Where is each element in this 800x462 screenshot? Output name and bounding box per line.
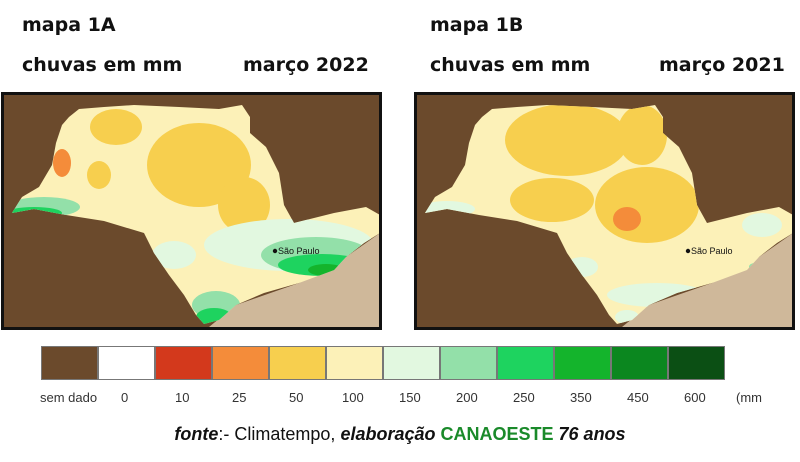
map-a-subtitle: chuvas em mm bbox=[22, 54, 183, 76]
source-organization: CANAOESTE bbox=[440, 424, 554, 444]
legend-label-50: 50 bbox=[289, 390, 304, 405]
legend-swatch-25 bbox=[212, 346, 269, 380]
legend-label-450: 450 bbox=[627, 390, 649, 405]
source-middle: :- Climatempo, bbox=[218, 424, 341, 444]
source-elaboration: elaboração bbox=[340, 424, 436, 444]
source-caption: fonte:- Climatempo, elaboração CANAOESTE… bbox=[0, 424, 800, 445]
rainfall-legend bbox=[41, 346, 731, 380]
legend-swatch-0 bbox=[98, 346, 155, 380]
map-b-title: mapa 1B bbox=[430, 14, 524, 36]
legend-swatch-600 bbox=[668, 346, 725, 380]
legend-swatch-10 bbox=[155, 346, 212, 380]
legend-swatch-250 bbox=[497, 346, 554, 380]
legend-label-sem-dado: sem dado bbox=[40, 390, 98, 405]
legend-swatch-350 bbox=[554, 346, 611, 380]
rainfall-map-1b: São Paulo bbox=[414, 92, 795, 330]
legend-label-25: 25 bbox=[232, 390, 247, 405]
map-1b-canvas: São Paulo bbox=[417, 95, 792, 327]
legend-swatch-150 bbox=[383, 346, 440, 380]
map-b-period: março 2021 bbox=[659, 54, 785, 76]
map-1b-city-label: São Paulo bbox=[691, 246, 733, 256]
legend-label-200: 200 bbox=[456, 390, 478, 405]
legend-label-600: 600 bbox=[684, 390, 706, 405]
map-b-subtitle: chuvas em mm bbox=[430, 54, 591, 76]
legend-label-250: 250 bbox=[513, 390, 535, 405]
legend-swatch-sem-dado bbox=[41, 346, 98, 380]
legend-swatch-50 bbox=[269, 346, 326, 380]
source-years: 76 anos bbox=[558, 424, 626, 444]
map-a-title: mapa 1A bbox=[22, 14, 116, 36]
legend-label-10: 10 bbox=[175, 390, 190, 405]
source-prefix: fonte bbox=[174, 424, 219, 444]
legend-swatch-450 bbox=[611, 346, 668, 380]
map-1a-canvas: São Paulo bbox=[4, 95, 379, 327]
legend-label-0: 0 bbox=[121, 390, 129, 405]
legend-swatch-200 bbox=[440, 346, 497, 380]
map-1a-city-label: São Paulo bbox=[278, 246, 320, 256]
map-a-period: março 2022 bbox=[243, 54, 369, 76]
legend-swatch-100 bbox=[326, 346, 383, 380]
legend-unit-label: (mm bbox=[736, 390, 762, 405]
legend-label-100: 100 bbox=[342, 390, 364, 405]
legend-label-150: 150 bbox=[399, 390, 421, 405]
legend-label-350: 350 bbox=[570, 390, 592, 405]
rainfall-map-1a: São Paulo bbox=[1, 92, 382, 330]
